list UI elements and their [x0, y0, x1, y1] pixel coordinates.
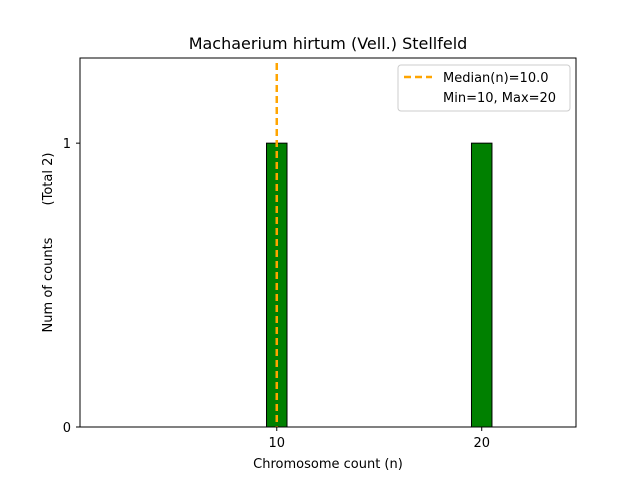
legend: Median(n)=10.0 Min=10, Max=20	[397, 64, 571, 112]
y-axis-total-label: (Total 2)	[41, 153, 56, 206]
bar	[470, 142, 493, 428]
bars-group	[266, 142, 493, 428]
legend-range-label: Min=10, Max=20	[443, 91, 556, 106]
chart-title: Machaerium hirtum (Vell.) Stellfeld	[189, 34, 468, 53]
y-ticks: 01	[63, 137, 80, 436]
x-ticks: 10 20	[268, 427, 490, 451]
y-tick-label: 1	[63, 137, 71, 152]
y-axis-label: Num of counts	[41, 237, 56, 332]
x-tick-label: 10	[268, 436, 285, 451]
y-tick-label: 0	[63, 421, 71, 436]
plot-frame	[79, 57, 577, 428]
legend-median-label: Median(n)=10.0	[443, 71, 549, 86]
x-tick-label: 20	[473, 436, 490, 451]
legend-box	[397, 64, 571, 112]
x-axis-label: Chromosome count (n)	[253, 457, 403, 472]
